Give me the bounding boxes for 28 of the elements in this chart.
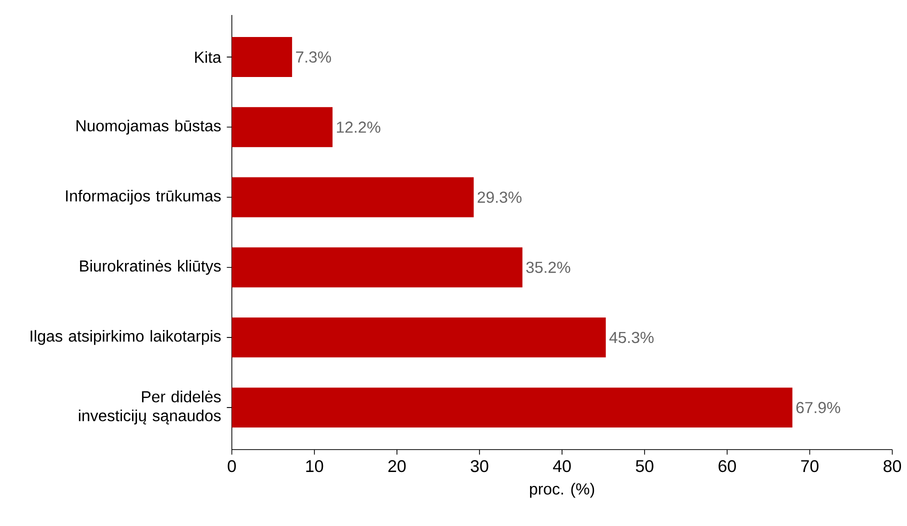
bar: [232, 37, 292, 78]
x-tick-label: 70: [801, 460, 818, 472]
y-tick-label: Nuomojamas būstas: [76, 120, 221, 135]
bar: [232, 248, 522, 288]
x-tick-label: 30: [470, 460, 488, 472]
x-tick-label: 80: [884, 460, 902, 472]
data-label: 12.2%: [336, 122, 380, 133]
y-tick-label: Ilgas atsipirkimo laikotarpis: [30, 330, 221, 346]
x-tick-label: 0: [228, 460, 236, 472]
data-label: 7.3%: [296, 52, 332, 63]
x-axis-title: proc. (%): [530, 483, 594, 498]
data-label: 29.3%: [478, 192, 522, 204]
data-label: 45.3%: [609, 332, 654, 344]
bar: [232, 177, 474, 218]
x-tick-label: 10: [306, 460, 324, 472]
y-tick-label: Kita: [195, 51, 222, 64]
data-label: 35.2%: [526, 262, 570, 274]
x-tick-label: 60: [718, 460, 736, 472]
y-tick-label: Informacijos trūkumas: [66, 190, 221, 205]
bar: [232, 388, 792, 428]
data-label: 67.9%: [796, 402, 840, 414]
bar: [232, 107, 333, 148]
x-tick-label: 40: [553, 460, 571, 472]
bar: [232, 318, 606, 358]
y-tick-label: Per didelės investicijų sąnaudos: [78, 390, 221, 425]
x-tick-label: 50: [636, 460, 654, 472]
y-tick-label: Biurokratinės kliūtys: [80, 260, 221, 275]
x-tick-label: 20: [388, 460, 406, 472]
